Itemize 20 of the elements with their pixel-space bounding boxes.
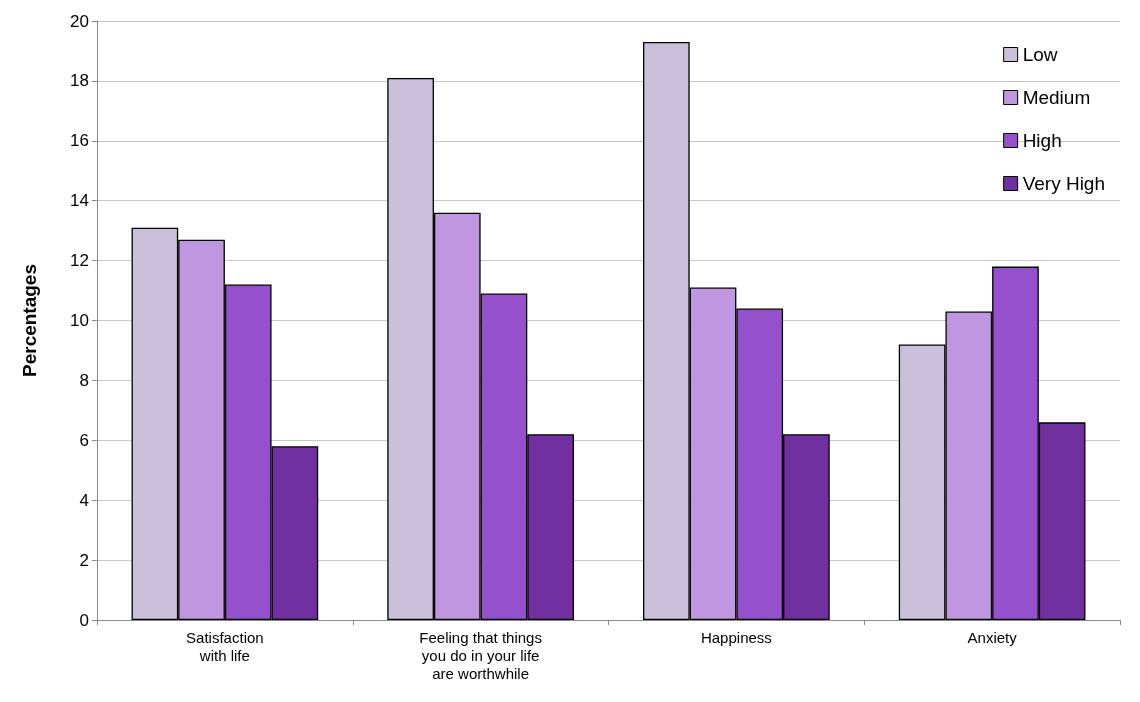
legend-label: Low <box>1022 44 1058 65</box>
legend-label: High <box>1022 130 1062 151</box>
y-tick-label: 0 <box>79 610 89 630</box>
x-tick-label: Happiness <box>700 628 772 646</box>
y-tick-label: 20 <box>70 11 89 31</box>
x-tick-label: Feeling that things you do in your life are worthwhile <box>419 628 542 682</box>
y-tick-label: 2 <box>79 550 89 570</box>
y-tick-label: 10 <box>70 311 89 330</box>
legend-label: Medium <box>1022 87 1091 108</box>
legend-label: Very High <box>1022 173 1105 194</box>
x-tick-label: Satisfaction with life <box>186 628 264 664</box>
x-tick-label: Anxiety <box>967 628 1018 646</box>
y-tick-label: 6 <box>79 430 89 450</box>
y-tick-label: 4 <box>79 490 89 510</box>
y-tick-label: 16 <box>70 131 89 151</box>
y-tick-label: 8 <box>79 370 89 390</box>
y-tick-label: 14 <box>70 191 89 211</box>
y-tick-label: 18 <box>70 71 89 91</box>
y-tick-label: 12 <box>70 251 89 271</box>
y-axis-title: Percentages <box>19 263 40 378</box>
